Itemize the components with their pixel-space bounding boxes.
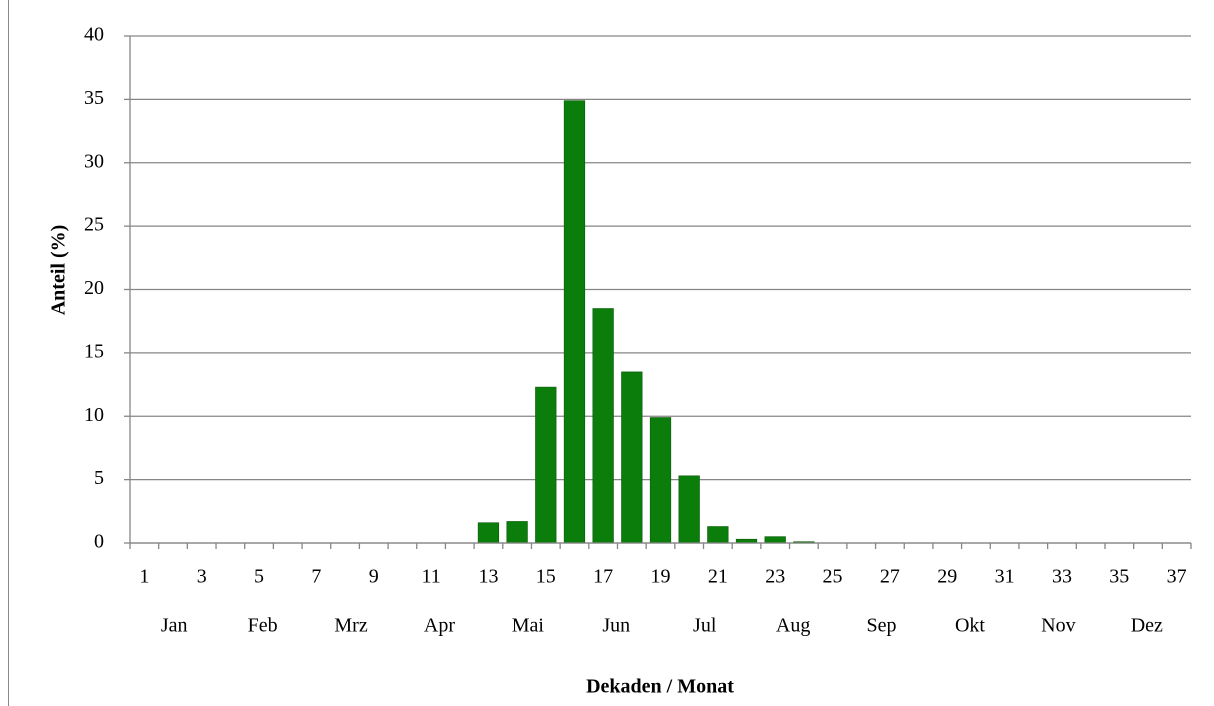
y-tick-label: 10 xyxy=(84,404,104,426)
bar xyxy=(477,522,500,544)
x-tick-label: 19 xyxy=(651,566,671,588)
y-tick-label: 20 xyxy=(84,277,104,299)
bar xyxy=(535,386,557,544)
month-label: Okt xyxy=(955,615,985,637)
y-tick-label: 15 xyxy=(84,340,104,362)
x-tick-label: 9 xyxy=(369,566,379,588)
month-label: Mrz xyxy=(334,615,367,637)
month-label: Sep xyxy=(867,615,897,637)
y-tick-label: 35 xyxy=(84,87,104,109)
x-tick-label: 11 xyxy=(421,566,440,588)
x-tick-label: 29 xyxy=(937,566,957,588)
x-tick-label: 7 xyxy=(311,566,321,588)
month-label: Apr xyxy=(424,615,455,637)
y-axis-label: Anteil (%) xyxy=(48,225,70,316)
month-label: Dez xyxy=(1131,615,1163,637)
x-tick-label: 33 xyxy=(1052,566,1072,588)
x-axis-label: Dekaden / Monat xyxy=(586,676,734,698)
y-tick-label: 5 xyxy=(94,467,104,489)
month-label: Jul xyxy=(693,615,717,637)
x-tick-label: 1 xyxy=(139,566,149,588)
month-label: Aug xyxy=(776,615,810,637)
x-tick-label: 25 xyxy=(823,566,843,588)
month-label: Mai xyxy=(512,615,545,637)
bar xyxy=(621,371,643,544)
x-tick-label: 17 xyxy=(593,566,613,588)
bar xyxy=(707,526,729,544)
x-tick-label: 35 xyxy=(1109,566,1129,588)
month-label: Nov xyxy=(1041,615,1075,637)
y-tick-label: 0 xyxy=(94,531,104,553)
bar xyxy=(592,308,614,544)
x-tick-label: 21 xyxy=(708,566,728,588)
y-tick-label: 25 xyxy=(84,214,104,236)
month-label: Jun xyxy=(602,615,630,637)
bar xyxy=(678,475,700,544)
y-tick-label: 40 xyxy=(84,24,104,46)
x-tick-label: 5 xyxy=(254,566,264,588)
x-tick-label: 13 xyxy=(478,566,498,588)
x-tick-label: 37 xyxy=(1167,566,1187,588)
bar xyxy=(649,417,672,544)
x-tick-label: 31 xyxy=(995,566,1015,588)
y-tick-label: 30 xyxy=(84,150,104,172)
month-label: Feb xyxy=(248,615,278,637)
bar xyxy=(764,536,786,544)
x-tick-label: 23 xyxy=(765,566,785,588)
x-tick-label: 15 xyxy=(536,566,556,588)
bar xyxy=(506,521,528,544)
x-tick-label: 27 xyxy=(880,566,900,588)
bar xyxy=(563,100,586,544)
month-label: Jan xyxy=(161,615,188,637)
x-tick-label: 3 xyxy=(197,566,207,588)
